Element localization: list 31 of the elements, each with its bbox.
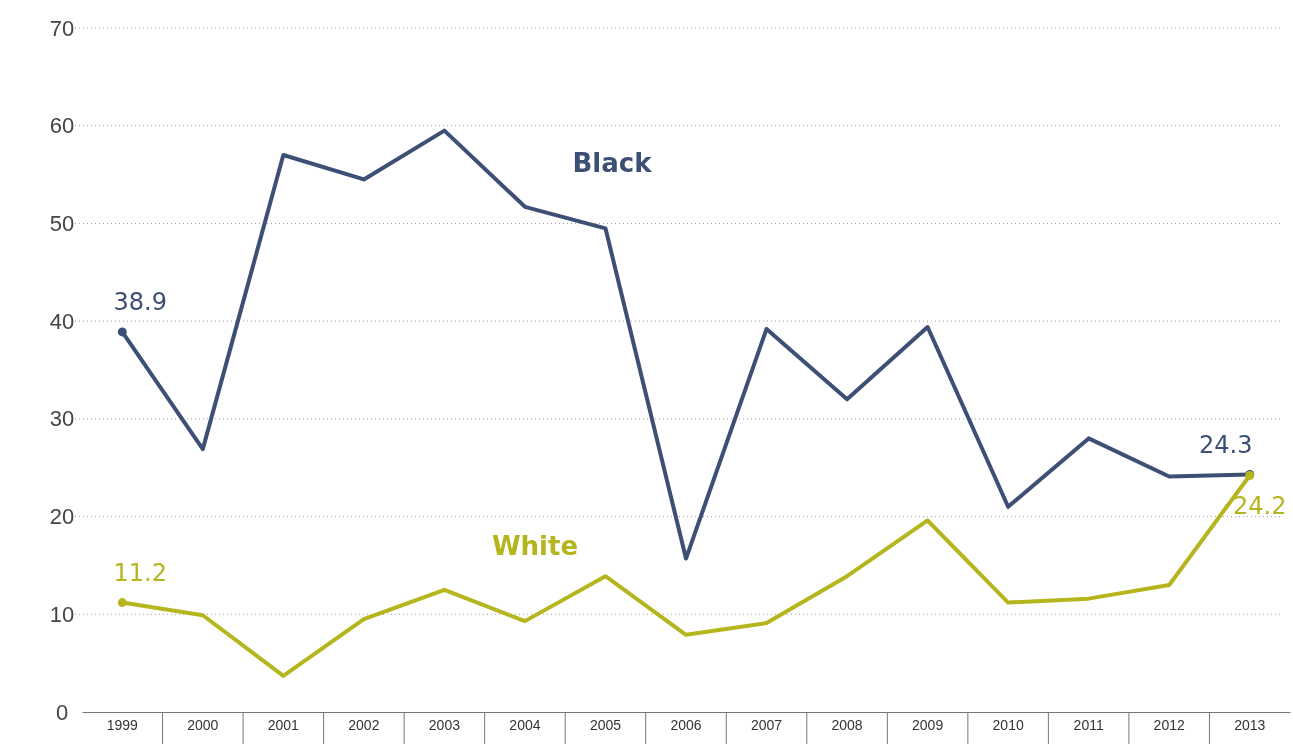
x-tick-label: 2010 (992, 716, 1024, 733)
y-tick-label: 0 (55, 699, 69, 725)
data-label: 11.2 (113, 558, 167, 587)
point (117, 598, 127, 608)
x-tick-label: 2003 (428, 716, 461, 733)
y-tick-label: 10 (49, 601, 75, 627)
data-label: 38.9 (113, 287, 167, 316)
x-tick-label: 2012 (1153, 716, 1185, 733)
y-tick-label: 70 (49, 15, 75, 41)
x-tick-label: 2007 (750, 716, 783, 733)
x-tick-label: 2009 (912, 716, 944, 733)
y-tick-label: 50 (49, 210, 75, 236)
series-label: Black (572, 148, 653, 178)
x-tick-label: 2005 (589, 716, 622, 733)
x-tick-label: 2011 (1073, 716, 1104, 733)
y-tick-label: 20 (49, 504, 75, 530)
data-label: 24.3 (1199, 430, 1253, 459)
x-tick-label: 2013 (1234, 716, 1266, 733)
x-tick-label: 2004 (509, 716, 541, 733)
x-tick-label: 2001 (267, 716, 300, 733)
y-tick-label: 60 (49, 113, 75, 139)
x-tick-label: 2008 (831, 716, 863, 733)
x-tick-label: 1999 (106, 716, 139, 733)
series-label: White (491, 531, 579, 561)
point (117, 327, 127, 337)
data-label: 24.2 (1233, 491, 1287, 520)
x-tick-label: 2006 (670, 716, 702, 733)
x-tick-label: 2000 (187, 716, 219, 733)
y-tick-label: 30 (49, 406, 75, 432)
x-tick-label: 2002 (348, 716, 380, 733)
y-tick-label: 40 (49, 308, 75, 334)
